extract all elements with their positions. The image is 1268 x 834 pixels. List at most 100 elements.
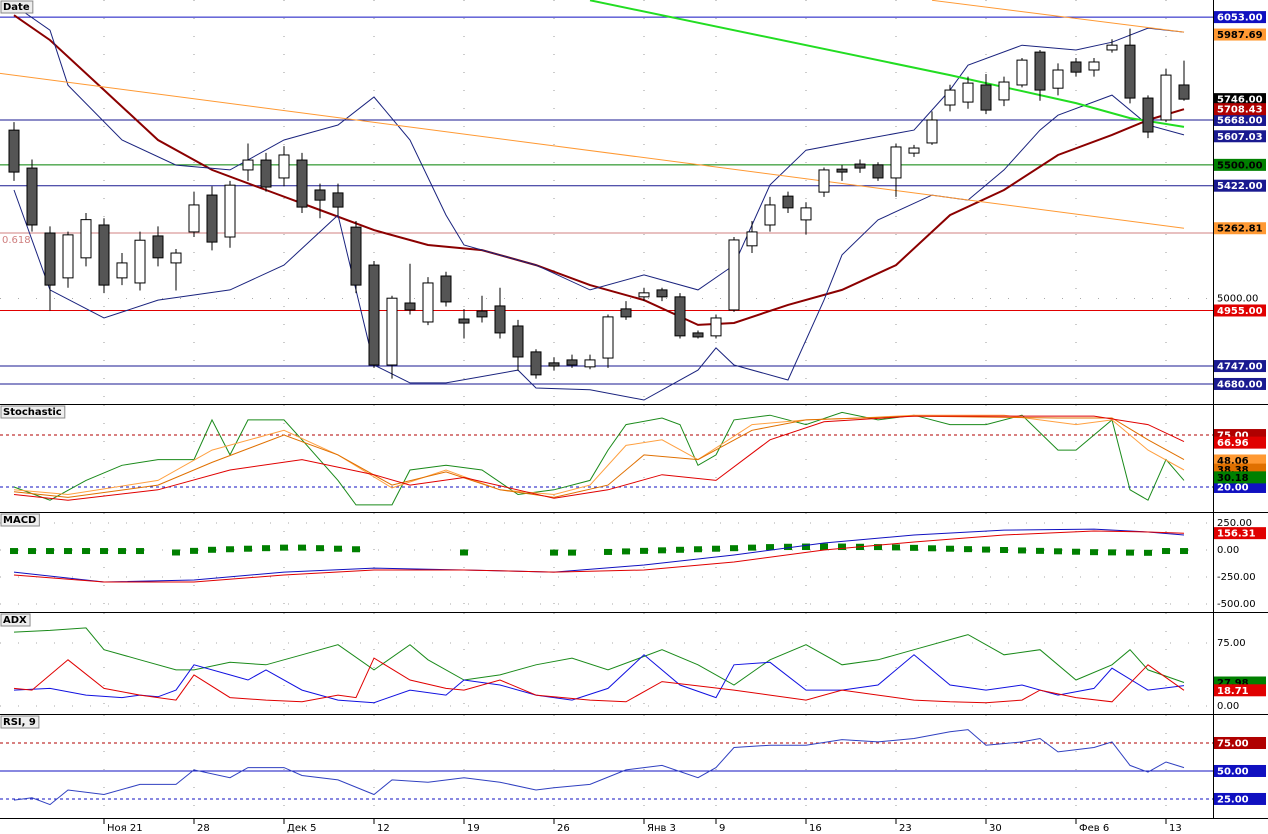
x-tick-label: Фев 6 bbox=[1079, 823, 1109, 834]
price-box bbox=[1214, 764, 1266, 777]
price-label: 5500.00 bbox=[1217, 160, 1263, 171]
candle-body bbox=[1124, 44, 1136, 99]
x-tick-label: 13 bbox=[1169, 823, 1182, 834]
candle-body bbox=[1070, 61, 1082, 73]
histogram-bar bbox=[820, 543, 828, 551]
price-label: 6053.00 bbox=[1217, 13, 1263, 24]
histogram-bar bbox=[10, 548, 18, 555]
candle-body bbox=[26, 167, 38, 226]
panel-title: Date bbox=[3, 2, 30, 13]
histogram-bar bbox=[208, 546, 216, 553]
x-tick-label: 30 bbox=[989, 823, 1002, 834]
histogram-bar bbox=[352, 546, 360, 553]
overlay-line bbox=[13, 14, 1185, 326]
histogram-bar bbox=[1108, 549, 1116, 556]
price-label: 156.31 bbox=[1217, 529, 1256, 540]
histogram-bar bbox=[64, 548, 72, 555]
indicator-line bbox=[13, 415, 1185, 498]
candle-body bbox=[746, 231, 758, 247]
candle-body bbox=[296, 159, 308, 208]
histogram-bar bbox=[1162, 548, 1170, 555]
candle-body bbox=[314, 189, 326, 201]
histogram-bar bbox=[118, 548, 126, 555]
indicator-line bbox=[13, 415, 1185, 501]
overlay-line bbox=[13, 4, 1185, 291]
overlay-line bbox=[931, 0, 1185, 33]
indicator-line bbox=[13, 657, 1185, 704]
histogram-bar bbox=[298, 544, 306, 551]
histogram-bar bbox=[676, 546, 684, 553]
price-label: 38.38 bbox=[1217, 465, 1249, 476]
fib-label: 0.618 bbox=[2, 235, 31, 246]
histogram-bar bbox=[1018, 547, 1026, 554]
candle-body bbox=[872, 164, 884, 179]
candle-body bbox=[134, 239, 146, 284]
price-box bbox=[1214, 527, 1266, 540]
candle-body bbox=[206, 194, 218, 243]
candle-body bbox=[692, 332, 704, 338]
price-box bbox=[1214, 480, 1266, 493]
candle-body bbox=[1052, 69, 1064, 89]
panel bbox=[0, 405, 1213, 512]
histogram-bar bbox=[136, 548, 144, 555]
x-tick-label: Янв 3 bbox=[647, 823, 676, 834]
panel-title: ADX bbox=[3, 615, 27, 626]
y-tick-label: -500.00 bbox=[1217, 599, 1256, 610]
histogram-bar bbox=[766, 544, 774, 551]
price-label: 5746.00 bbox=[1217, 95, 1263, 106]
candle-body bbox=[458, 318, 470, 324]
candle-body bbox=[224, 184, 236, 238]
histogram-bar bbox=[892, 544, 900, 551]
indicator-line bbox=[13, 654, 1185, 704]
candle-body bbox=[188, 204, 200, 233]
x-tick-label: 19 bbox=[467, 823, 480, 834]
price-label: 66.96 bbox=[1217, 438, 1249, 449]
histogram-bar bbox=[730, 545, 738, 552]
y-tick-label: 0.00 bbox=[1217, 701, 1239, 712]
y-tick-label: 75.00 bbox=[1217, 638, 1246, 649]
panel-title: RSI, 9 bbox=[3, 717, 36, 728]
price-box bbox=[1214, 471, 1266, 484]
y-tick-label: 250.00 bbox=[1217, 518, 1252, 529]
candle-body bbox=[80, 219, 92, 259]
candle-body bbox=[890, 146, 902, 179]
candle-body bbox=[332, 192, 344, 208]
candle-body bbox=[512, 325, 524, 358]
x-tick-label: 23 bbox=[899, 823, 912, 834]
histogram-bar bbox=[262, 545, 270, 552]
price-box bbox=[1214, 103, 1266, 116]
histogram-bar bbox=[982, 546, 990, 553]
price-label: 20.00 bbox=[1217, 482, 1249, 493]
y-tick-label: 5000.00 bbox=[1217, 293, 1258, 304]
candle-body bbox=[548, 362, 560, 367]
histogram-bar bbox=[802, 543, 810, 551]
price-label: 5668.00 bbox=[1217, 115, 1263, 126]
histogram-bar bbox=[1072, 548, 1080, 555]
indicator-line bbox=[13, 414, 1185, 496]
histogram-bar bbox=[622, 548, 630, 555]
price-label: 75.00 bbox=[1217, 431, 1249, 442]
x-tick-label: 26 bbox=[557, 823, 570, 834]
x-tick-label: 16 bbox=[809, 823, 822, 834]
overlay-line bbox=[0, 72, 1185, 229]
histogram-bar bbox=[784, 543, 792, 551]
histogram-bar bbox=[82, 548, 90, 555]
histogram-bar bbox=[604, 548, 612, 555]
candle-body bbox=[422, 282, 434, 323]
candle-body bbox=[998, 81, 1010, 101]
x-tick-label: Ноя 21 bbox=[107, 823, 143, 834]
panel-title: MACD bbox=[3, 515, 36, 526]
candle-body bbox=[782, 195, 794, 209]
price-box bbox=[1214, 454, 1266, 467]
candle-body bbox=[1178, 84, 1190, 100]
histogram-bar bbox=[28, 548, 36, 555]
price-box bbox=[1214, 304, 1266, 317]
price-label: 5987.69 bbox=[1217, 30, 1263, 41]
candle-body bbox=[764, 204, 776, 226]
panel bbox=[0, 0, 1213, 404]
price-box bbox=[1214, 736, 1266, 749]
indicator-line bbox=[13, 411, 1185, 506]
candle-body bbox=[1142, 97, 1154, 133]
histogram-bar bbox=[640, 547, 648, 554]
